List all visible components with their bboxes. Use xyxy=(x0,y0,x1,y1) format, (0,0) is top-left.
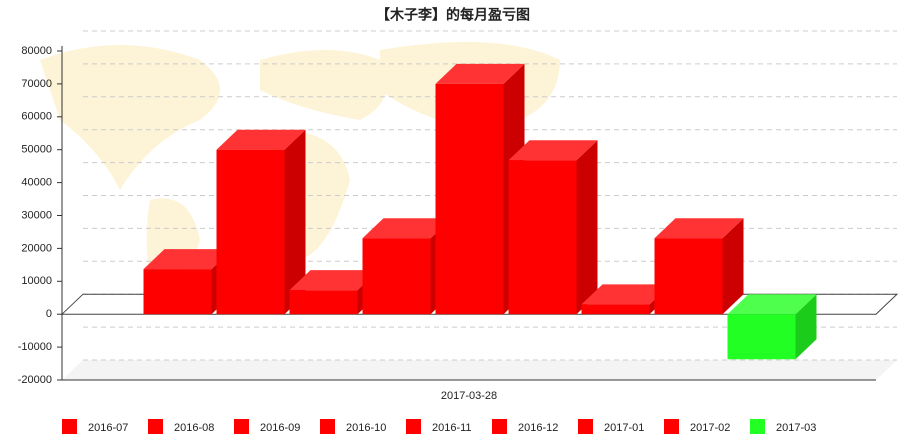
bar-top xyxy=(289,270,379,291)
legend-label: 2016-10 xyxy=(346,422,386,434)
legend-swatch xyxy=(406,419,421,434)
legend-label: 2017-02 xyxy=(690,422,730,434)
chart-title: 【木子李】的每月盈亏图 xyxy=(376,7,530,23)
bar-side xyxy=(284,129,306,315)
bar xyxy=(581,304,650,315)
y-tick-label: 50000 xyxy=(21,144,52,156)
zero-plane xyxy=(60,293,899,315)
bar-side xyxy=(722,218,744,315)
bar-side xyxy=(576,140,598,315)
legend-swatch xyxy=(234,419,249,434)
legend-label: 2017-01 xyxy=(604,422,644,434)
bar-top xyxy=(435,63,525,84)
legend-label: 2016-08 xyxy=(174,422,214,434)
bar xyxy=(654,238,723,315)
legend-swatch xyxy=(750,419,765,434)
bar-top xyxy=(508,140,598,161)
legend-swatch xyxy=(148,419,163,434)
y-tick-label: 0 xyxy=(46,308,52,320)
y-tick-label: -10000 xyxy=(18,341,52,353)
legend-label: 2016-12 xyxy=(518,422,558,434)
y-tick-label: 40000 xyxy=(21,177,52,189)
legend-label: 2016-09 xyxy=(260,422,300,434)
y-tick-label: -20000 xyxy=(18,374,52,386)
y-tick-label: 20000 xyxy=(21,242,52,254)
y-tick-label: 30000 xyxy=(21,209,52,221)
bar xyxy=(143,269,212,315)
x-tick-label: 2017-03-28 xyxy=(441,390,497,402)
bar xyxy=(435,83,504,315)
bar-top xyxy=(216,129,306,150)
y-tick-label: 80000 xyxy=(21,45,52,57)
bar xyxy=(362,238,431,315)
legend-swatch xyxy=(664,419,679,434)
bar-top xyxy=(581,284,671,305)
bar-top xyxy=(143,249,233,270)
legend-label: 2016-07 xyxy=(88,422,128,434)
floor xyxy=(62,360,897,380)
legend-label: 2017-03 xyxy=(776,422,816,434)
legend-swatch xyxy=(62,419,77,434)
bar-top xyxy=(654,218,744,239)
legend-label: 2016-11 xyxy=(432,422,472,434)
bar-top xyxy=(727,294,817,315)
bar xyxy=(508,160,577,315)
bar xyxy=(727,314,796,360)
y-tick-label: 60000 xyxy=(21,111,52,123)
bar-side xyxy=(795,294,817,360)
y-tick-label: 70000 xyxy=(21,78,52,90)
legend-swatch xyxy=(320,419,335,434)
bar-top xyxy=(362,218,452,239)
bar xyxy=(289,290,358,315)
y-tick-label: 10000 xyxy=(21,275,52,287)
bar xyxy=(216,149,285,315)
legend-swatch xyxy=(492,419,507,434)
legend-swatch xyxy=(578,419,593,434)
